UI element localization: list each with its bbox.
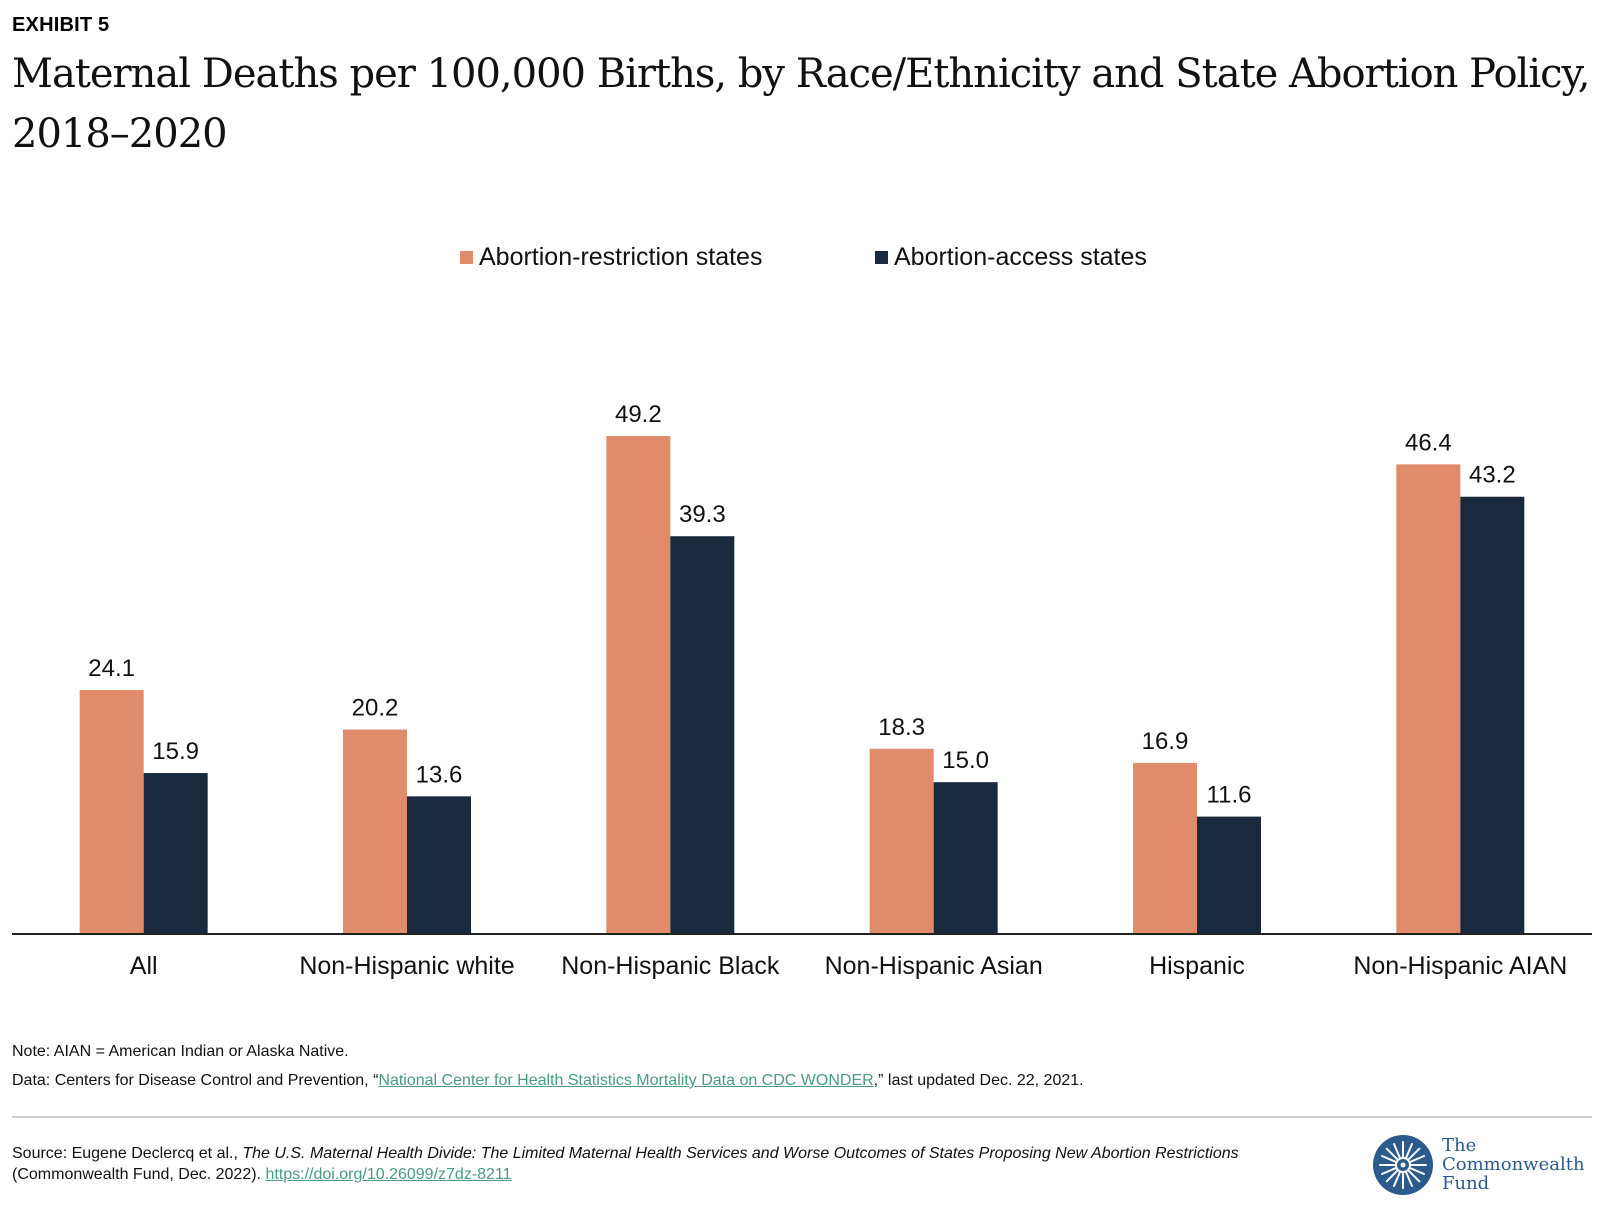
note-line: Note: AIAN = American Indian or Alaska N… bbox=[12, 1043, 349, 1060]
exhibit-label: EXHIBIT 5 bbox=[12, 14, 110, 36]
data-label: 39.3 bbox=[679, 501, 726, 528]
data-label: 20.2 bbox=[352, 695, 399, 722]
source-publisher: (Commonwealth Fund, Dec. 2022). bbox=[12, 1166, 266, 1183]
data-label: 43.2 bbox=[1469, 462, 1516, 489]
bar bbox=[670, 536, 735, 934]
x-tick-label: Non-Hispanic white bbox=[299, 952, 514, 980]
legend-label: Abortion-restriction states bbox=[479, 243, 762, 271]
data-suffix: ,” last updated Dec. 22, 2021. bbox=[873, 1072, 1084, 1089]
legend-swatch bbox=[875, 251, 888, 264]
data-label: 16.9 bbox=[1142, 728, 1189, 755]
bar bbox=[1197, 816, 1261, 934]
logo-line3: Fund bbox=[1442, 1173, 1490, 1194]
data-label: 11.6 bbox=[1207, 782, 1252, 809]
source-title: The U.S. Maternal Health Divide: The Lim… bbox=[242, 1145, 1239, 1162]
data-label: 46.4 bbox=[1405, 429, 1452, 456]
x-tick-label: Non-Hispanic AIAN bbox=[1353, 952, 1567, 980]
bar bbox=[343, 729, 407, 934]
data-label: 15.9 bbox=[152, 738, 199, 765]
doi-link[interactable]: https://doi.org/10.26099/z7dz-8211 bbox=[265, 1166, 512, 1183]
bar bbox=[407, 796, 471, 934]
logo-line2: Commonwealth bbox=[1442, 1154, 1585, 1175]
data-label: 13.6 bbox=[416, 761, 463, 788]
starburst-icon bbox=[1373, 1135, 1433, 1195]
data-label: 15.0 bbox=[942, 747, 989, 774]
bar bbox=[143, 773, 208, 934]
data-label: 24.1 bbox=[88, 655, 135, 682]
chart-title-line2: 2018–2020 bbox=[12, 111, 228, 157]
data-source-line: Data: Centers for Disease Control and Pr… bbox=[12, 1072, 1084, 1090]
bar-chart: Abortion-restriction states Abortion-acce… bbox=[12, 243, 1592, 980]
bar bbox=[1133, 762, 1197, 934]
bar bbox=[606, 436, 671, 934]
bar bbox=[1396, 464, 1461, 934]
bar bbox=[933, 782, 998, 934]
bar bbox=[869, 748, 934, 934]
data-label: 49.2 bbox=[615, 401, 662, 428]
source-citation: Source: Eugene Declercq et al., The U.S.… bbox=[12, 1143, 1252, 1185]
logo-wordmark: The Commonwealth Fund bbox=[1442, 1136, 1585, 1193]
legend-swatch bbox=[460, 251, 473, 264]
source-prefix: Source: Eugene Declercq et al., bbox=[12, 1145, 243, 1162]
x-tick-label: Non-Hispanic Asian bbox=[825, 952, 1043, 980]
legend-label: Abortion-access states bbox=[894, 243, 1147, 271]
logo-line1: The bbox=[1442, 1135, 1477, 1156]
bar bbox=[1460, 496, 1525, 934]
x-tick-label: All bbox=[130, 952, 158, 980]
chart-title: Maternal Deaths per 100,000 Births, by R… bbox=[12, 44, 1592, 164]
data-label: 18.3 bbox=[878, 714, 925, 741]
x-tick-label: Hispanic bbox=[1149, 952, 1245, 980]
commonwealth-fund-logo: The Commonwealth Fund bbox=[1372, 1134, 1602, 1196]
chart-title-line1: Maternal Deaths per 100,000 Births, by R… bbox=[12, 51, 1591, 97]
bar bbox=[79, 690, 144, 934]
x-tick-label: Non-Hispanic Black bbox=[561, 952, 780, 980]
footer-divider bbox=[12, 1116, 1592, 1118]
cdc-wonder-link[interactable]: National Center for Health Statistics Mo… bbox=[378, 1072, 874, 1089]
data-prefix: Data: Centers for Disease Control and Pr… bbox=[12, 1072, 379, 1089]
